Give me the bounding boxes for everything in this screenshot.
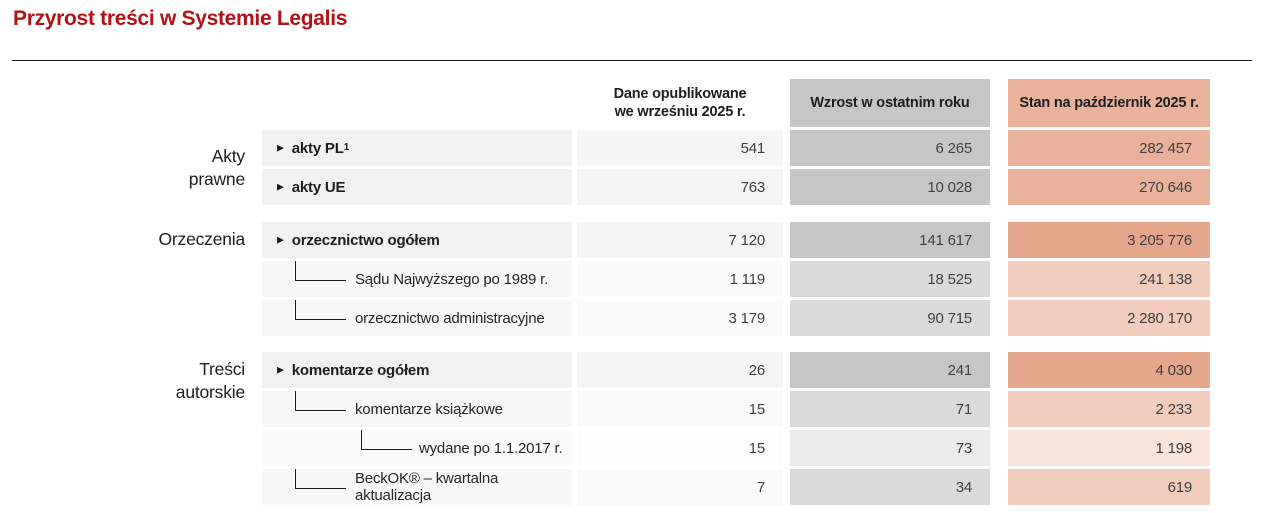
row-label: Sądu Najwyższego po 1989 r. [355, 270, 549, 288]
triangle-bullet-icon: ▶ [277, 181, 284, 191]
table-row: BeckOK® – kwartalna aktualizacja 7 34 61… [262, 469, 1269, 505]
published-value: 7 120 [577, 222, 783, 258]
row-label-cell: komentarze książkowe [262, 391, 572, 427]
status-value: 241 138 [1008, 261, 1210, 297]
row-label-cell: ▶ orzecznictwo ogółem [262, 222, 572, 258]
table-row: orzecznictwo administracyjne 3 179 90 71… [262, 300, 1269, 336]
row-label-cell: Sądu Najwyższego po 1989 r. [262, 261, 572, 297]
growth-value: 141 617 [790, 222, 990, 258]
group-label-akty-prawne: Akty prawne [0, 130, 245, 205]
group-label-line: prawne [188, 168, 245, 189]
triangle-bullet-icon: ▶ [277, 142, 284, 152]
status-value: 2 233 [1008, 391, 1210, 427]
col-header-published-line2: we wrześniu 2025 r. [614, 104, 746, 120]
row-label: orzecznictwo ogółem [291, 231, 440, 249]
published-value: 26 [577, 352, 783, 388]
group-label-line: Orzeczenia [158, 229, 245, 249]
row-label: akty UE [291, 178, 346, 196]
status-value: 270 646 [1008, 169, 1210, 205]
row-label-cell: ▶ akty PL 1 [262, 130, 572, 166]
published-value: 3 179 [577, 300, 783, 336]
section-orzeczenia: Orzeczenia ▶ orzecznictwo ogółem 7 120 1… [0, 222, 1269, 336]
row-label: komentarze ogółem [291, 361, 430, 379]
published-value: 15 [577, 430, 783, 466]
growth-value: 73 [790, 430, 990, 466]
table-row: ▶ komentarze ogółem 26 241 4 030 [262, 352, 1269, 388]
growth-value: 90 715 [790, 300, 990, 336]
col-header-published-line1: Dane opublikowane [613, 86, 747, 102]
group-label-line: Treści [199, 359, 245, 379]
growth-value: 10 028 [790, 169, 990, 205]
tree-connector-icon [361, 430, 412, 450]
row-label: BeckOK® – kwartalna aktualizacja [355, 470, 499, 504]
status-value: 4 030 [1008, 352, 1210, 388]
group-label-line: Akty [211, 145, 245, 166]
section-akty-prawne: Akty prawne ▶ akty PL 1 541 6 265 282 457… [0, 130, 1269, 205]
growth-value: 241 [790, 352, 990, 388]
growth-value: 71 [790, 391, 990, 427]
row-label: akty PL [291, 139, 344, 157]
growth-value: 34 [790, 469, 990, 505]
section-tresci-autorskie: Treści autorskie ▶ komentarze ogółem 26 … [0, 352, 1269, 505]
row-label: wydane po 1.1.2017 r. [419, 439, 563, 457]
status-value: 619 [1008, 469, 1210, 505]
row-label-cell: ▶ komentarze ogółem [262, 352, 572, 388]
group-label-tresci-autorskie: Treści autorskie [0, 352, 245, 505]
table-row: Sądu Najwyższego po 1989 r. 1 119 18 525… [262, 261, 1269, 297]
status-value: 2 280 170 [1008, 300, 1210, 336]
status-value: 282 457 [1008, 130, 1210, 166]
col-header-published: Dane opublikowane we wrześniu 2025 r. [577, 79, 783, 127]
row-label-cell: orzecznictwo administracyjne [262, 300, 572, 336]
row-label-cell: BeckOK® – kwartalna aktualizacja [262, 469, 572, 505]
table-row: ▶ orzecznictwo ogółem 7 120 141 617 3 20… [262, 222, 1269, 258]
title-divider [12, 60, 1252, 61]
col-header-status-label: Stan na październik 2025 r. [1019, 95, 1199, 111]
tree-connector-icon [295, 391, 346, 411]
tree-connector-icon [295, 261, 346, 281]
group-label-line: autorskie [175, 382, 245, 402]
row-label: orzecznictwo administracyjne [355, 309, 545, 327]
status-value: 3 205 776 [1008, 222, 1210, 258]
published-value: 541 [577, 130, 783, 166]
table-row: wydane po 1.1.2017 r. 15 73 1 198 [262, 430, 1269, 466]
triangle-bullet-icon: ▶ [277, 364, 284, 374]
growth-value: 6 265 [790, 130, 990, 166]
published-value: 7 [577, 469, 783, 505]
content-growth-table: Dane opublikowane we wrześniu 2025 r. Wz… [0, 79, 1269, 505]
row-label-cell: ▶ akty UE [262, 169, 572, 205]
row-label: komentarze książkowe [355, 400, 503, 418]
tree-connector-icon [295, 300, 346, 320]
row-label-cell: wydane po 1.1.2017 r. [262, 430, 572, 466]
table-header-row: Dane opublikowane we wrześniu 2025 r. Wz… [0, 79, 1269, 127]
table-row: ▶ akty PL 1 541 6 265 282 457 [262, 130, 1269, 166]
status-value: 1 198 [1008, 430, 1210, 466]
triangle-bullet-icon: ▶ [277, 234, 284, 244]
col-header-status: Stan na październik 2025 r. [1008, 79, 1210, 127]
published-value: 763 [577, 169, 783, 205]
published-value: 15 [577, 391, 783, 427]
published-value: 1 119 [577, 261, 783, 297]
tree-connector-icon [295, 469, 346, 489]
group-label-orzeczenia: Orzeczenia [0, 222, 245, 336]
page-title: Przyrost treści w Systemie Legalis [13, 7, 348, 30]
col-header-growth-label: Wzrost w ostatnim roku [810, 95, 970, 111]
table-row: komentarze książkowe 15 71 2 233 [262, 391, 1269, 427]
growth-value: 18 525 [790, 261, 990, 297]
table-row: ▶ akty UE 763 10 028 270 646 [262, 169, 1269, 205]
col-header-growth: Wzrost w ostatnim roku [790, 79, 990, 127]
